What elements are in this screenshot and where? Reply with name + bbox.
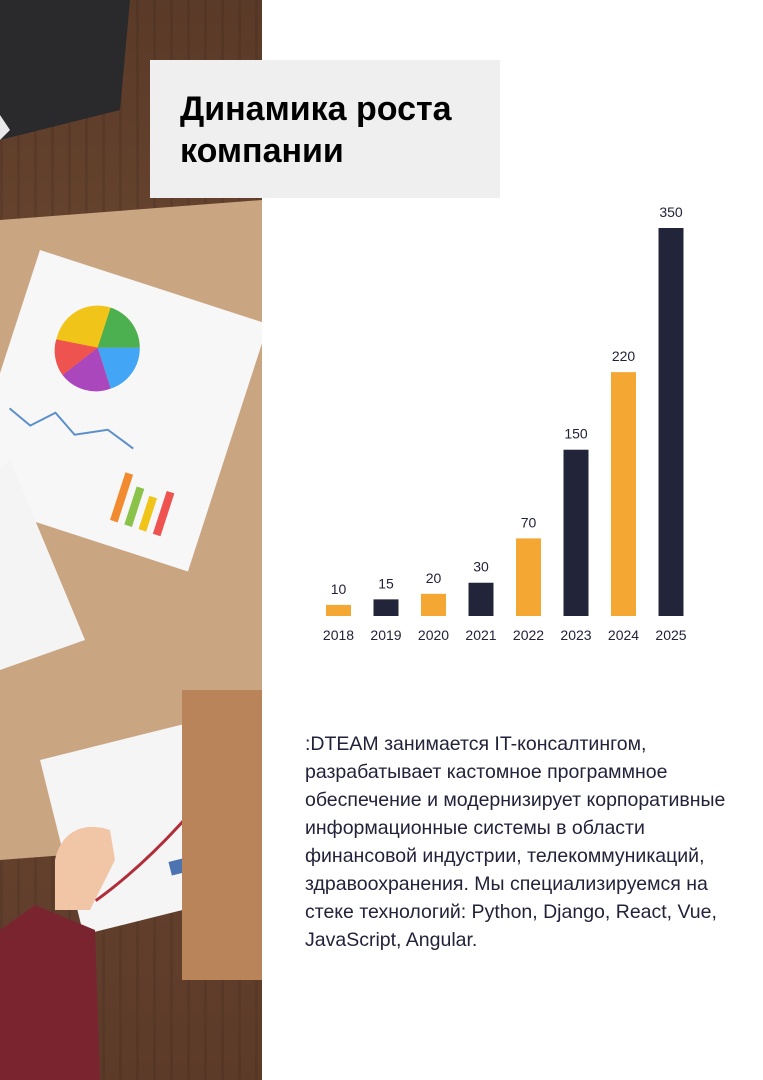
bar-2023	[563, 449, 589, 616]
x-tick-label-2023: 2023	[560, 627, 591, 643]
data-label-2019: 15	[378, 575, 394, 591]
x-tick-label-2025: 2025	[655, 627, 686, 643]
data-label-2022: 70	[521, 514, 537, 530]
data-label-2024: 220	[612, 348, 636, 364]
bar-2022	[516, 538, 541, 616]
office-desk-illustration	[0, 0, 262, 1080]
bar-2021	[468, 582, 494, 616]
data-label-2018: 10	[331, 581, 347, 597]
x-tick-label-2020: 2020	[418, 627, 449, 643]
growth-bar-chart: 1020181520192020203020217020221502023220…	[323, 204, 687, 643]
data-label-2023: 150	[564, 426, 588, 442]
bar-2018	[326, 604, 351, 616]
page-title: Динамика роста компании	[180, 90, 452, 170]
x-tick-label-2021: 2021	[465, 627, 496, 643]
bar-2020	[421, 593, 446, 616]
bar-2025	[658, 228, 684, 616]
report-sheet	[0, 250, 262, 572]
hand-shape	[55, 826, 115, 910]
bar-2024	[611, 372, 636, 616]
company-description: :DTEAM занимается IT-консалтингом, разра…	[305, 733, 726, 951]
data-label-2025: 350	[659, 204, 683, 220]
title-box: Динамика роста компании	[150, 60, 500, 198]
data-label-2020: 20	[426, 570, 442, 586]
x-tick-label-2024: 2024	[608, 627, 639, 643]
sleeve-shape	[0, 905, 100, 1080]
x-tick-label-2018: 2018	[323, 627, 354, 643]
x-tick-label-2019: 2019	[370, 627, 401, 643]
x-tick-label-2022: 2022	[513, 627, 544, 643]
laptop-shape	[0, 0, 130, 140]
bar-2019	[373, 599, 399, 616]
data-label-2021: 30	[473, 559, 489, 575]
